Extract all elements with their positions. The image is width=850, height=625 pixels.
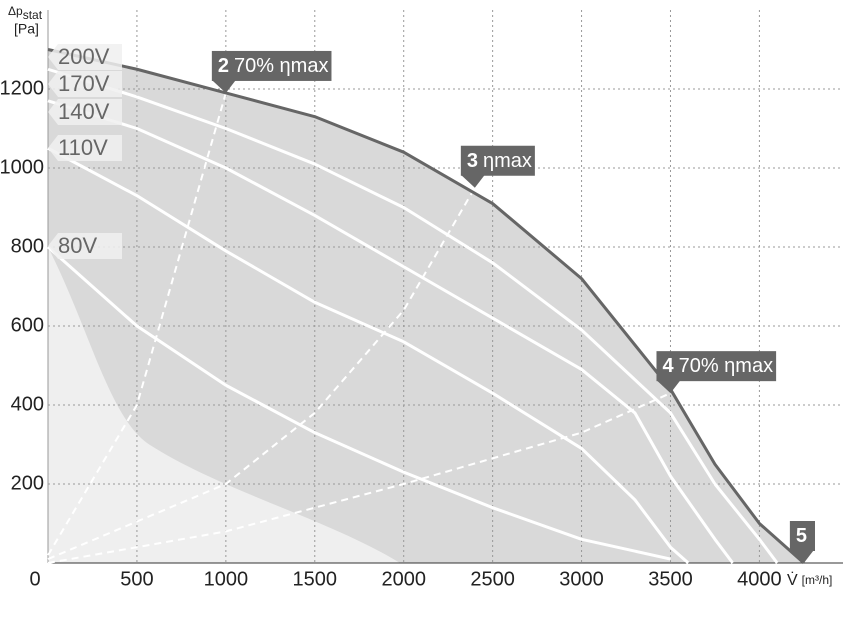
callout-pointer: [460, 174, 485, 188]
x-unit: [m³/h]: [802, 573, 833, 587]
voltage-curve: [47, 245, 671, 561]
y-label-main: Δp: [8, 4, 23, 18]
series-name: 80V: [58, 233, 97, 258]
y-tick-label: 1200: [0, 77, 44, 99]
voltage-curve: [47, 67, 779, 564]
operating-area: [48, 49, 804, 563]
x-tick-label: 1000: [204, 568, 249, 590]
x-tick-label: 3000: [559, 568, 604, 590]
callout-number: 3: [467, 150, 478, 172]
callout-text: 3 ηmax: [467, 150, 532, 172]
callout-box: [460, 145, 535, 176]
series-label: 170V: [48, 71, 122, 97]
voltage-curve: [47, 99, 734, 564]
series-name: 140V: [58, 99, 110, 124]
callout-text: 5: [796, 525, 807, 547]
callout-pointer: [656, 380, 681, 394]
series-name: 110V: [58, 135, 108, 160]
callout: 2 70% ηmax: [211, 50, 332, 93]
callout-label: ηmax: [483, 150, 532, 172]
x-tick-label: 1500: [293, 568, 338, 590]
x-label-main: V̇: [787, 571, 798, 589]
callout: 4 70% ηmax: [656, 351, 777, 394]
series-label: 200V: [48, 44, 122, 70]
callout-pointer: [789, 550, 814, 563]
y-tick-label: 1000: [0, 156, 44, 178]
y-tick-label: 400: [11, 393, 44, 415]
x-tick-label: 2000: [381, 568, 426, 590]
callout: 3 ηmax: [460, 145, 535, 188]
efficiency-line: [47, 92, 227, 556]
series-name: 200V: [58, 44, 110, 69]
y-tick-label: 200: [11, 472, 44, 494]
label-box: [48, 44, 122, 70]
callout: 5: [789, 521, 815, 563]
callout-label: 70% ηmax: [679, 355, 774, 377]
callout-box: [656, 351, 777, 382]
callout-number: 2: [218, 55, 229, 77]
efficiency-line: [47, 392, 671, 564]
y-label: Δpstat: [8, 4, 43, 22]
label-box: [48, 99, 122, 125]
voltage-curve: [47, 146, 690, 565]
callout-box: [789, 521, 815, 551]
y-label-sub: stat: [23, 8, 43, 22]
callout-box: [211, 50, 332, 81]
y-tick-label: 800: [11, 235, 44, 257]
callout-text: 4 70% ηmax: [662, 355, 773, 377]
outer-curve: [47, 48, 805, 565]
callout-number: 4: [662, 355, 674, 377]
x-tick-label: 3500: [648, 568, 693, 590]
callout-pointer: [211, 79, 236, 93]
label-box: [48, 233, 122, 259]
x-tick-label: 0: [29, 568, 40, 590]
x-tick-label: 500: [120, 568, 153, 590]
y-tick-label: 600: [11, 314, 44, 336]
label-box: [48, 71, 122, 97]
efficiency-line: [47, 187, 476, 560]
series-name: 170V: [58, 71, 110, 96]
series-label: 80V: [48, 233, 122, 259]
callout-number: 5: [796, 525, 807, 547]
x-tick-label: 2500: [470, 568, 515, 590]
callout-label: 70% ηmax: [234, 55, 329, 77]
x-tick-label: 4000: [737, 568, 782, 590]
y-unit: [Pa]: [14, 21, 39, 37]
series-label: 110V: [48, 135, 122, 161]
excluded-area: [48, 247, 400, 563]
label-box: [48, 135, 122, 161]
callout-text: 2 70% ηmax: [218, 55, 329, 77]
x-label: V̇ [m³/h]: [787, 571, 832, 589]
series-label: 140V: [48, 99, 122, 125]
